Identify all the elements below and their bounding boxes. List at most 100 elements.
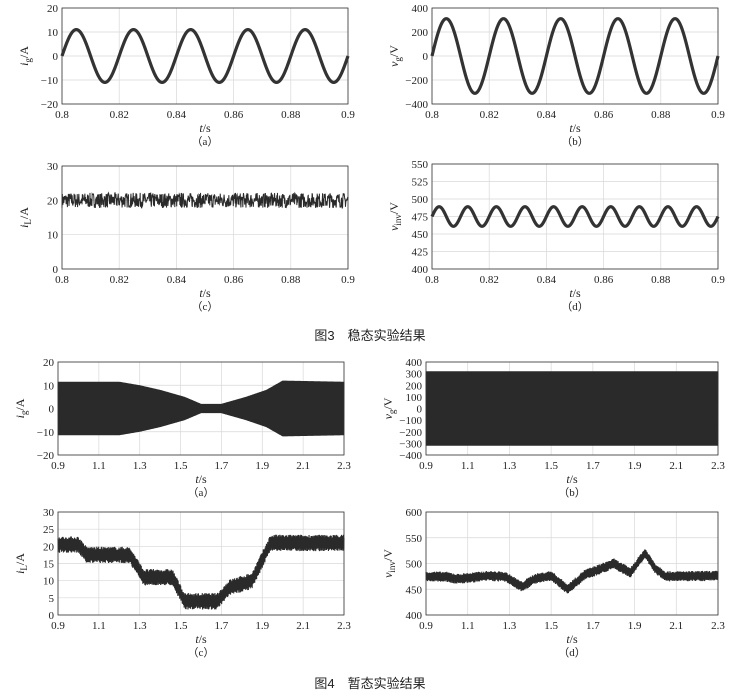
x-tick-label: 2.1 [296, 620, 310, 632]
plot-frame [57, 511, 345, 616]
chart-f4b: 0.9 1.1 1.3 1.5 1.7 1.9 2.1 2.3 −400−300−200−100… [381, 357, 725, 499]
y-tick-label: 20 [43, 357, 55, 369]
y-axis-label: iL/A [17, 207, 33, 228]
x-tick-label: 2.3 [711, 620, 725, 632]
x-tick-label: 0.8 [55, 109, 69, 121]
series-line [425, 549, 719, 594]
y-tick-label: 425 [412, 247, 429, 259]
x-tick-label: 0.9 [341, 274, 355, 286]
x-tick-label: 0.88 [281, 109, 301, 121]
y-tick-label: −200 [399, 427, 422, 439]
y-tick-label: 550 [406, 533, 423, 545]
subplot-label: （a） [188, 486, 215, 499]
series-line [430, 205, 720, 228]
x-tick-label: 1.1 [461, 620, 475, 632]
x-tick-label: 1.9 [628, 620, 642, 632]
x-tick-label: 1.3 [503, 620, 517, 632]
y-tick-label: 600 [406, 507, 423, 519]
x-tick-label: 0.82 [480, 274, 499, 286]
y-tick-label: 15 [43, 559, 55, 571]
y-tick-label: −300 [399, 438, 422, 450]
y-axis-label: vinv/V [381, 549, 397, 578]
x-axis-label: t/s [569, 121, 581, 135]
x-tick-label: 1.1 [92, 620, 106, 632]
chart-f4c: 0.9 1.1 1.3 1.5 1.7 1.9 2.1 2.3 0 5 10 15 20 25 30 t/s（… [13, 507, 351, 659]
plot-frame [61, 7, 349, 105]
y-axis-label: ig/A [13, 398, 29, 418]
x-tick-label: 0.84 [537, 274, 557, 286]
x-tick-label: 0.88 [281, 274, 301, 286]
y-tick-label: 10 [47, 230, 59, 242]
x-tick-label: 0.9 [711, 109, 725, 121]
y-tick-label: 20 [43, 541, 55, 553]
x-tick-label: 2.3 [711, 460, 725, 472]
x-tick-label: 0.8 [425, 274, 439, 286]
x-tick-label: 1.9 [628, 460, 642, 472]
y-axis-label: ig/A [17, 46, 33, 66]
series-line [60, 28, 350, 84]
y-tick-label: 550 [412, 159, 429, 171]
x-tick-label: 1.3 [133, 620, 147, 632]
subplot-label: （c） [188, 646, 215, 659]
x-tick-label: 1.3 [133, 460, 147, 472]
x-tick-label: 0.82 [480, 109, 499, 121]
y-tick-label: 400 [412, 264, 429, 276]
x-tick-label: 1.5 [174, 460, 188, 472]
x-tick-label: 0.9 [711, 274, 725, 286]
y-tick-label: 450 [406, 584, 423, 596]
y-tick-label: −200 [405, 75, 428, 87]
y-tick-label: 0 [49, 404, 55, 416]
y-tick-label: 0 [53, 51, 59, 63]
x-tick-label: 2.1 [296, 460, 310, 472]
y-tick-label: 10 [43, 576, 55, 588]
x-axis-label: t/s [566, 632, 578, 646]
series-line [425, 371, 719, 446]
plot-frame [57, 361, 345, 456]
plot-frame [431, 7, 719, 105]
x-tick-label: 0.82 [110, 109, 129, 121]
y-tick-label: 25 [43, 524, 55, 536]
y-tick-label: −10 [37, 427, 55, 439]
plot-frame [425, 511, 719, 616]
y-tick-label: 5 [49, 593, 55, 605]
x-tick-label: 1.9 [255, 460, 269, 472]
y-tick-label: 10 [43, 380, 55, 392]
x-tick-label: 0.8 [55, 274, 69, 286]
chart-f4d: 0.9 1.1 1.3 1.5 1.7 1.9 2.1 2.3 400 450 500 550 600 t… [381, 507, 725, 659]
chart-f3b: 0.8 0.82 0.84 0.86 0.88 0.9 −400 −200 0 200 400 t/s… [387, 3, 725, 148]
x-tick-label: 0.9 [51, 460, 65, 472]
y-tick-label: 500 [412, 194, 429, 206]
chart-f3a: 0.8 0.82 0.84 0.86 0.88 0.9 −20 −10 0 10 20 t/s（a） i… [17, 3, 355, 148]
chart-f4a: 0.9 1.1 1.3 1.5 1.7 1.9 2.1 2.3 −20 −10 0 10 20 t/s（a… [13, 357, 351, 499]
x-tick-label: 1.9 [255, 620, 269, 632]
subplot-label: （c） [192, 300, 219, 313]
x-tick-label: 0.9 [419, 460, 433, 472]
y-tick-label: 10 [47, 27, 59, 39]
plot-frame [431, 163, 719, 270]
x-axis-label: t/s [566, 472, 578, 486]
y-tick-label: 20 [47, 195, 59, 207]
y-axis-label: vg/V [387, 45, 403, 67]
x-tick-label: 0.88 [651, 109, 671, 121]
x-tick-label: 0.86 [224, 109, 244, 121]
x-tick-label: 1.5 [174, 620, 188, 632]
x-axis-label: t/s [199, 121, 211, 135]
y-tick-label: 200 [412, 27, 429, 39]
x-tick-label: 0.88 [651, 274, 671, 286]
x-tick-label: 0.86 [594, 274, 614, 286]
x-axis-label: t/s [195, 472, 207, 486]
x-tick-label: 0.8 [425, 109, 439, 121]
y-tick-label: 30 [43, 507, 55, 519]
y-tick-label: 0 [49, 610, 55, 622]
x-tick-label: 0.9 [341, 109, 355, 121]
x-tick-label: 0.84 [167, 274, 187, 286]
x-tick-label: 1.5 [544, 620, 558, 632]
series-line [430, 17, 720, 95]
x-tick-label: 1.3 [503, 460, 517, 472]
y-tick-label: 450 [412, 229, 429, 241]
x-tick-label: 0.84 [167, 109, 187, 121]
y-axis-label: iL/A [13, 553, 29, 574]
plot-frame [61, 165, 349, 270]
x-tick-label: 0.82 [110, 274, 129, 286]
y-tick-label: 0 [417, 404, 423, 416]
